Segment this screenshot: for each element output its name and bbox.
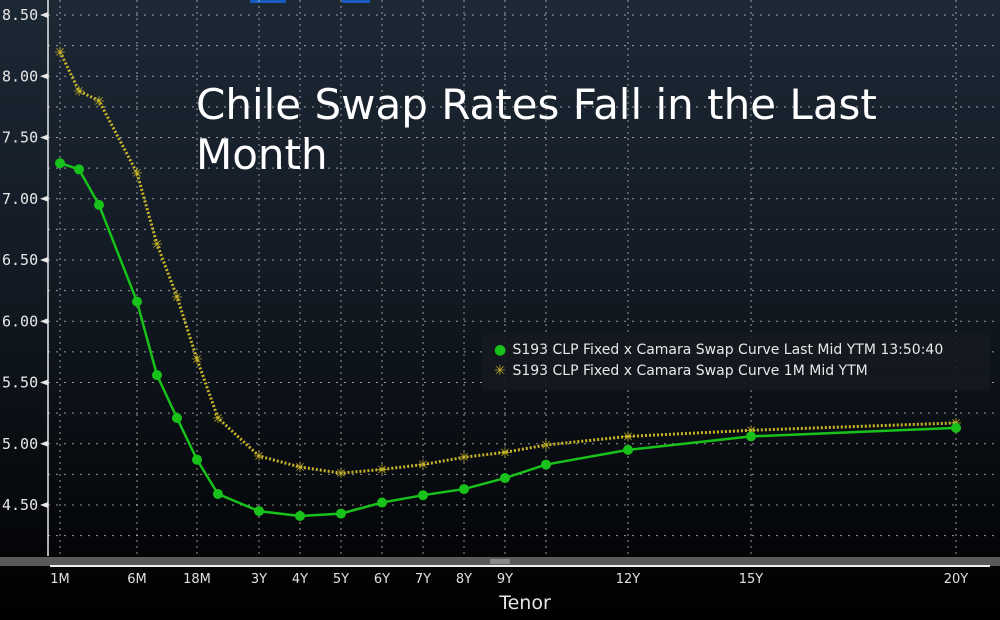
x-tick-label: 7Y: [415, 572, 431, 587]
asterisk-marker-icon: ✳: [494, 363, 506, 379]
y-tick-mark: [40, 257, 48, 263]
x-tick-label: 3Y: [251, 572, 267, 587]
y-tick-mark: [40, 502, 48, 508]
y-tick-mark: [40, 12, 48, 18]
data-point: ✳: [417, 458, 429, 474]
y-tick-mark: [40, 73, 48, 80]
data-point: [152, 370, 162, 381]
x-tick-label: 12Y: [616, 572, 641, 587]
x-tick-label: 1M: [50, 572, 70, 587]
data-point: ✳: [212, 411, 224, 427]
x-tick-label: 5Y: [333, 572, 349, 587]
x-axis-label: Tenor: [499, 592, 551, 614]
y-tick-label: 7.50: [2, 129, 38, 147]
y-tick-label: 7.00: [2, 190, 38, 208]
y-tick-mark: [40, 379, 48, 386]
data-point: [192, 454, 202, 465]
x-tick-label: 6Y: [374, 572, 390, 587]
data-point: [541, 459, 551, 470]
y-tick-label: 8.00: [2, 67, 38, 85]
series-0: [55, 158, 961, 522]
data-point: ✳: [335, 466, 347, 482]
scrollbar-thumb[interactable]: [490, 559, 510, 564]
data-point: [74, 164, 84, 175]
x-tick-label: 15Y: [739, 572, 764, 587]
legend-label: S193 CLP Fixed x Camara Swap Curve Last …: [512, 342, 944, 358]
data-point: ✳: [151, 237, 163, 253]
data-point: ✳: [622, 429, 634, 445]
x-tick-label: 4Y: [292, 572, 308, 587]
y-tick-label: 5.50: [2, 374, 38, 392]
data-point: ✳: [458, 450, 470, 466]
data-point: ✳: [54, 45, 66, 61]
data-point: [951, 422, 961, 433]
data-point: ✳: [376, 462, 388, 478]
legend-label: S193 CLP Fixed x Camara Swap Curve 1M Mi…: [512, 363, 868, 379]
x-tick-label: 6M: [127, 572, 147, 587]
top-tab-marker: [250, 0, 286, 3]
data-point: ✳: [253, 449, 265, 465]
x-tick-label: 18M: [183, 572, 211, 587]
data-point: [336, 508, 346, 519]
x-tick-label: 8Y: [456, 572, 472, 587]
x-tick-label: 20Y: [944, 572, 969, 587]
data-point: ✳: [93, 94, 105, 110]
y-tick-label: 6.00: [2, 312, 38, 330]
data-point: [213, 488, 223, 499]
data-point: [623, 444, 633, 455]
legend-item: ✳ S193 CLP Fixed x Camara Swap Curve 1M …: [494, 363, 868, 379]
y-tick-mark: [40, 195, 48, 202]
legend: ● S193 CLP Fixed x Camara Swap Curve Las…: [482, 333, 990, 390]
data-point: [254, 506, 264, 517]
data-point: [172, 413, 182, 424]
y-tick-label: 8.50: [2, 6, 38, 24]
y-tick-mark: [40, 440, 48, 447]
data-point: ✳: [131, 166, 143, 182]
data-point: ✳: [745, 423, 757, 439]
data-point: [459, 484, 469, 495]
series-line: [58, 51, 957, 475]
data-point: [94, 199, 104, 210]
data-point: ✳: [294, 460, 306, 476]
y-tick-label: 6.50: [2, 251, 38, 269]
data-point: [55, 158, 65, 169]
y-tick-mark: [40, 318, 48, 325]
y-tick-label: 4.50: [2, 496, 38, 514]
data-point: ✳: [191, 352, 203, 368]
x-tick-label: 9Y: [497, 572, 513, 587]
chart-title: Chile Swap Rates Fall in the Last Month: [196, 80, 877, 179]
data-point: [295, 511, 305, 522]
top-tab-marker: [342, 0, 370, 3]
legend-item: ● S193 CLP Fixed x Camara Swap Curve Las…: [494, 342, 943, 358]
data-point: ✳: [171, 290, 183, 306]
data-point: ✳: [540, 438, 552, 454]
data-point: ✳: [499, 445, 511, 461]
series-1: ✳ ✳ ✳ ✳ ✳ ✳ ✳ ✳ ✳ ✳ ✳ ✳ ✳ ✳ ✳ ✳ ✳ ✳ ✳: [54, 45, 962, 482]
data-point: [132, 296, 142, 307]
data-point: [377, 497, 387, 508]
data-point: [418, 490, 428, 501]
y-tick-label: 5.00: [2, 435, 38, 453]
data-point: [500, 473, 510, 484]
scrollbar-track: [50, 565, 990, 567]
circle-marker-icon: ●: [494, 342, 507, 358]
y-tick-mark: [40, 134, 48, 141]
data-point: [746, 431, 756, 442]
data-point: ✳: [73, 84, 85, 100]
